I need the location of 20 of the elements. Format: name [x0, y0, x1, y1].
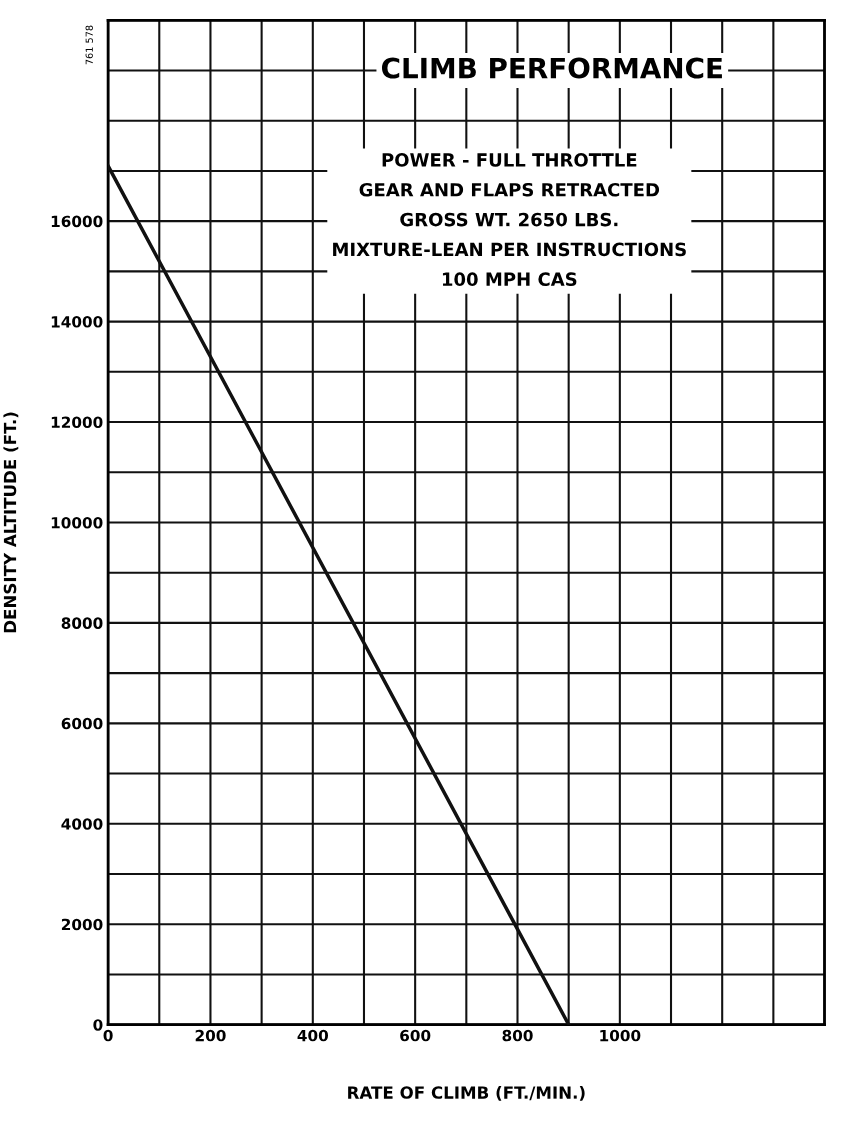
y-tick-label: 14000 — [51, 316, 103, 328]
y-tick-label: 6000 — [61, 717, 103, 730]
text: CLIMB PERFORMANCE — [382, 57, 722, 79]
y-axis-title: DENSITY ALTITUDE (FT.) — [3, 412, 19, 633]
text: 761 578 — [85, 25, 93, 65]
x-tick-label: 600 — [400, 1029, 431, 1042]
x-tick-label: 400 — [297, 1029, 329, 1042]
text: POWER - FULL THROTTLE GEAR AND FLAPS RETRACTED GROSS WT. 2650 LBS. MIXTURE-LEAN PER INSTRUCTIONS 100 MPH CAS — [333, 153, 686, 287]
y-tick-label: 8000 — [61, 617, 103, 629]
x-tick-label: 800 — [502, 1029, 533, 1042]
y-tick-label: 10000 — [51, 516, 103, 529]
y-tick-label: 2000 — [61, 918, 103, 931]
y-tick-label: 0 — [93, 1019, 103, 1031]
y-tick-label: 16000 — [51, 215, 103, 228]
x-axis-title: RATE OF CLIMB (FT./MIN.) — [348, 1085, 585, 1101]
y-tick-label: 4000 — [61, 818, 103, 830]
x-tick-label: 0 — [103, 1029, 113, 1042]
x-tick-label: 200 — [195, 1029, 226, 1042]
x-tick-label: 1000 — [600, 1029, 641, 1042]
y-tick-label: 12000 — [51, 416, 103, 429]
